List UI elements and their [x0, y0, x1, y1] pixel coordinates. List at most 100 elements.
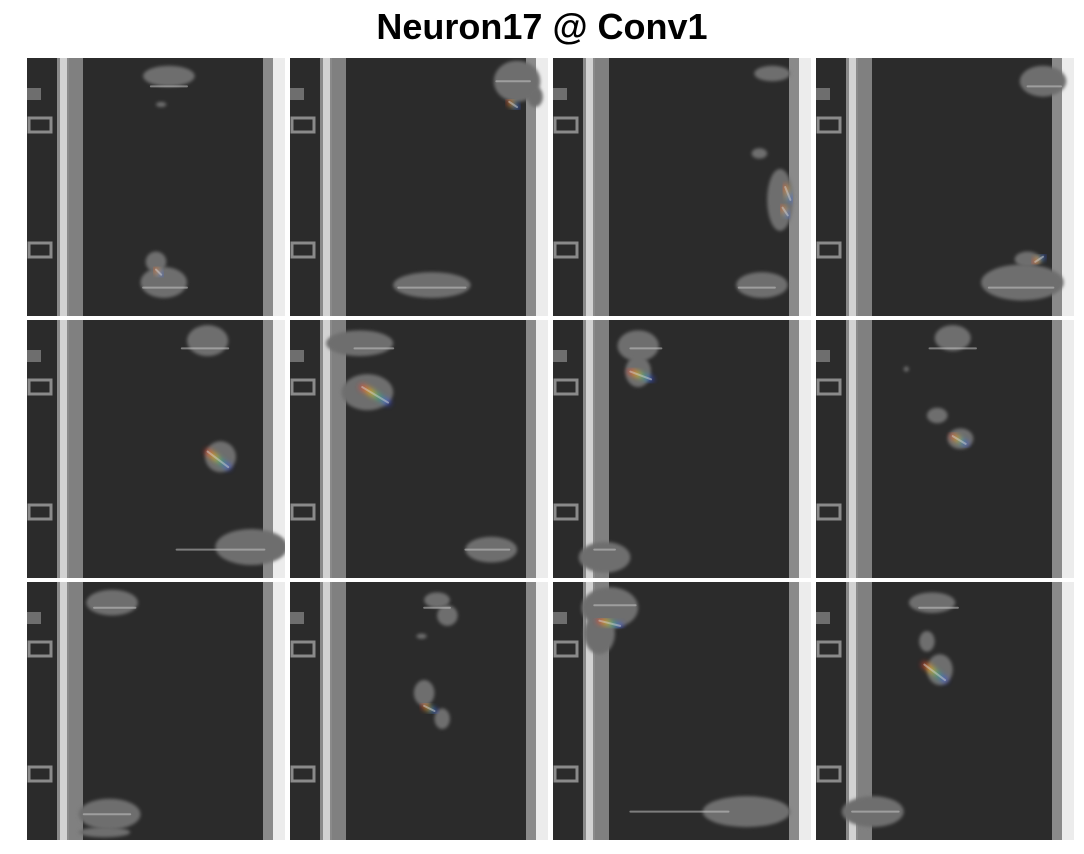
activation-blob: [416, 633, 427, 639]
roadside-patch: [816, 350, 830, 362]
activation-blob: [393, 272, 471, 298]
roadside-patch: [553, 350, 567, 362]
lane-line-right: [263, 320, 273, 578]
road-edge-right: [1062, 582, 1074, 840]
lane-shoulder-left: [858, 58, 872, 316]
road-edge-right: [536, 320, 548, 578]
roadside-sign: [553, 503, 579, 521]
lane-shoulder-left: [332, 582, 346, 840]
activation-core: [1034, 255, 1045, 263]
panel-3: [553, 58, 811, 316]
roadside-sign: [816, 378, 842, 396]
road-edge-right: [799, 320, 811, 578]
roadside-patch: [553, 88, 567, 100]
activation-blob: [926, 407, 948, 424]
lane-line-left: [849, 582, 856, 840]
activation-core: [951, 435, 967, 445]
panel-7: [553, 320, 811, 578]
lane-line-left: [586, 58, 593, 316]
activation-blob: [143, 65, 195, 87]
lane-shoulder-left: [332, 320, 346, 578]
activation-blob: [751, 148, 768, 159]
activation-blob: [434, 708, 450, 730]
activation-blob: [186, 325, 229, 357]
panel-12: [816, 582, 1074, 840]
roadside-sign: [27, 241, 53, 259]
lane-line-left: [323, 58, 330, 316]
lane-shoulder-left: [595, 58, 609, 316]
lane-line-left: [586, 582, 593, 840]
activation-blob: [86, 589, 138, 616]
lane-line-right: [789, 58, 799, 316]
panel-9: [27, 582, 285, 840]
road-edge-right: [799, 58, 811, 316]
roadside-sign: [27, 765, 53, 783]
activation-core: [155, 268, 163, 276]
roadside-sign: [816, 503, 842, 521]
activation-blob: [981, 264, 1064, 301]
activation-blob: [919, 631, 935, 652]
activation-blob: [754, 65, 791, 82]
panel-5: [27, 320, 285, 578]
activation-blob: [736, 272, 788, 298]
roadside-patch: [816, 88, 830, 100]
lane-shoulder-left: [595, 320, 609, 578]
road-edge-right: [1062, 58, 1074, 316]
activation-blob: [527, 86, 543, 108]
lane-shoulder-left: [69, 320, 83, 578]
roadside-sign: [290, 378, 316, 396]
roadside-patch: [27, 350, 41, 362]
roadside-patch: [27, 88, 41, 100]
lane-shoulder-left: [332, 58, 346, 316]
road-edge-right: [536, 582, 548, 840]
activation-blob: [934, 325, 971, 351]
roadside-sign: [290, 241, 316, 259]
lane-line-right: [526, 582, 536, 840]
lane-shoulder-left: [69, 582, 83, 840]
activation-blob: [326, 330, 394, 357]
activation-core: [784, 186, 792, 201]
activation-blob: [926, 654, 953, 686]
lane-line-right: [526, 320, 536, 578]
activation-blob: [903, 366, 909, 372]
roadside-sign: [27, 116, 53, 134]
lane-line-right: [789, 320, 799, 578]
activation-core: [781, 206, 789, 217]
road-edge-right: [1062, 320, 1074, 578]
panel-10: [290, 582, 548, 840]
lane-line-right: [1052, 58, 1062, 316]
lane-line-left: [60, 320, 67, 578]
lane-line-left: [849, 320, 856, 578]
activation-blob: [145, 251, 167, 273]
lane-line-right: [526, 58, 536, 316]
activation-blob: [1019, 65, 1067, 97]
lane-line-left: [323, 320, 330, 578]
roadside-sign: [816, 241, 842, 259]
activation-blob: [140, 266, 187, 298]
road-edge-right: [273, 58, 285, 316]
panel-6: [290, 320, 548, 578]
roadside-sign: [290, 640, 316, 658]
roadside-patch: [290, 350, 304, 362]
roadside-patch: [816, 612, 830, 624]
activation-blob: [437, 605, 458, 626]
roadside-sign: [816, 116, 842, 134]
roadside-sign: [27, 640, 53, 658]
activation-blob: [617, 330, 659, 362]
activation-blob: [413, 680, 435, 706]
roadside-sign: [816, 765, 842, 783]
roadside-sign: [290, 503, 316, 521]
roadside-sign: [290, 116, 316, 134]
lane-line-left: [60, 582, 67, 840]
lane-shoulder-left: [858, 582, 872, 840]
road-edge-right: [273, 582, 285, 840]
lane-shoulder-left: [858, 320, 872, 578]
lane-line-right: [263, 582, 273, 840]
lane-line-left: [60, 58, 67, 316]
panel-2: [290, 58, 548, 316]
roadside-sign: [27, 378, 53, 396]
roadside-patch: [27, 612, 41, 624]
activation-blob: [702, 796, 791, 828]
activation-core: [423, 704, 436, 712]
